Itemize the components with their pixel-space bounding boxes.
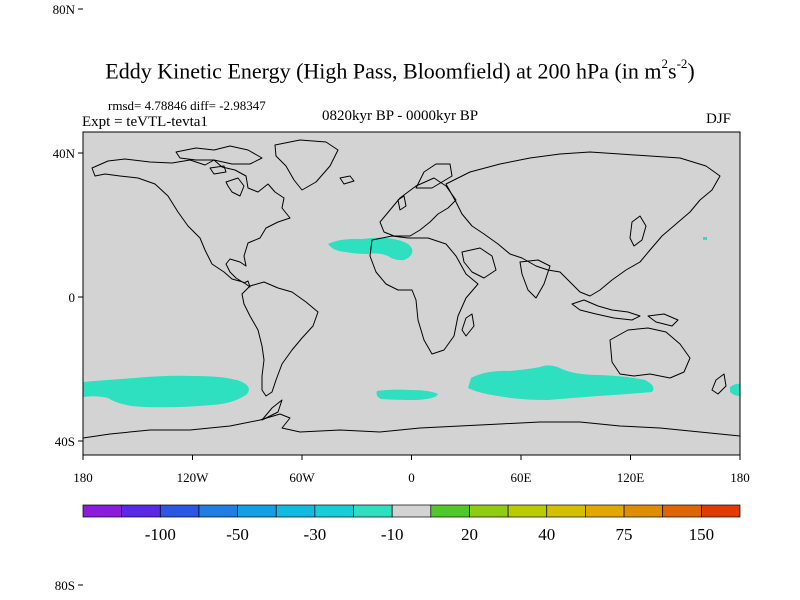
colorbar-swatch	[430, 504, 470, 518]
anomaly-region-south-pacific	[83, 375, 249, 408]
coastline-australia	[609, 327, 691, 379]
lat-tick-label: 80S	[55, 578, 75, 593]
coastline-new-guinea	[647, 313, 679, 327]
coastline-africa	[369, 235, 479, 355]
lon-tick-label: 120W	[177, 470, 210, 485]
colorbar-swatch	[314, 504, 354, 518]
colorbar-label: -10	[381, 525, 404, 544]
colorbar-label: 20	[461, 525, 478, 544]
coastline-greenland	[274, 139, 339, 191]
coastline-south-america	[241, 281, 319, 397]
lat-tick-label: 80N	[53, 2, 76, 17]
anomaly-region-southern-indian-ocean	[468, 365, 654, 400]
colorbar-swatch	[469, 504, 509, 518]
anomaly-region-north-atlantic	[328, 237, 413, 261]
colorbar-label: 75	[616, 525, 633, 544]
coastline-north-america	[91, 158, 291, 288]
map-title: Eddy Kinetic Energy (High Pass, Bloomfie…	[105, 56, 695, 84]
colorbar-swatch	[82, 504, 122, 518]
coastline-europe	[379, 177, 457, 237]
lon-tick-label: 120E	[617, 470, 645, 485]
coastline-india	[519, 259, 551, 299]
colorbar-swatch	[585, 504, 625, 518]
coastline-britain	[397, 195, 407, 211]
colorbar-swatch	[353, 504, 393, 518]
lat-tick-label: 0	[69, 290, 76, 305]
coastline-asia	[445, 151, 721, 297]
coastlines	[83, 139, 740, 439]
colorbar-label: -30	[304, 525, 327, 544]
colorbar-swatch	[198, 504, 238, 518]
colorbar-swatch	[237, 504, 277, 518]
colorbar-label: 150	[689, 525, 715, 544]
stats-text: rmsd= 4.78846 diff= -2.98347	[108, 98, 266, 113]
coastline-japan	[629, 215, 647, 247]
colorbar-swatch	[623, 504, 664, 518]
lat-tick-label: 40N	[53, 146, 76, 161]
colorbar-swatch	[121, 504, 161, 518]
coastline-madagascar	[461, 313, 475, 337]
coastline-hudson-bay	[225, 177, 245, 197]
coastline-iceland	[339, 175, 355, 185]
coastline-antarctic-peninsula	[261, 399, 283, 421]
lat-tick-label: 40S	[55, 434, 75, 449]
anomaly-regions	[83, 237, 740, 408]
colorbar-label: 40	[538, 525, 555, 544]
coastline-antarctica	[83, 413, 740, 439]
lon-tick-label: 180	[73, 470, 93, 485]
anomaly-region-south-atlantic-small	[376, 389, 438, 400]
lon-tick-label: 60E	[511, 470, 532, 485]
anomaly-region-west-pacific-small	[703, 237, 707, 240]
period-label: 0820kyr BP - 0000kyr BP	[322, 108, 479, 124]
coastline-new-zealand	[711, 373, 727, 395]
colorbar-swatch	[507, 504, 548, 518]
lon-tick-label: 60W	[289, 470, 315, 485]
colorbar-swatch	[159, 504, 200, 518]
lon-tick-label: 180	[730, 470, 750, 485]
coastline-indonesia	[571, 299, 641, 321]
colorbar-swatch	[275, 504, 316, 518]
coastline-canadian-arctic-islands	[175, 145, 263, 175]
season-label: DJF	[705, 111, 731, 127]
colorbar-label: -100	[145, 525, 176, 544]
colorbar-swatch	[701, 504, 741, 518]
colorbar-swatch	[391, 504, 432, 518]
anomaly-region-dateline-east	[730, 383, 740, 396]
colorbar-swatch	[546, 504, 586, 518]
colorbar-swatch	[662, 504, 702, 518]
colorbar-label: -50	[226, 525, 249, 544]
experiment-label: Expt = teVTL-tevta1	[82, 114, 208, 130]
coastline-scandinavia	[415, 163, 453, 189]
lon-tick-label: 0	[408, 470, 415, 485]
coastline-arabian-peninsula	[461, 247, 497, 279]
